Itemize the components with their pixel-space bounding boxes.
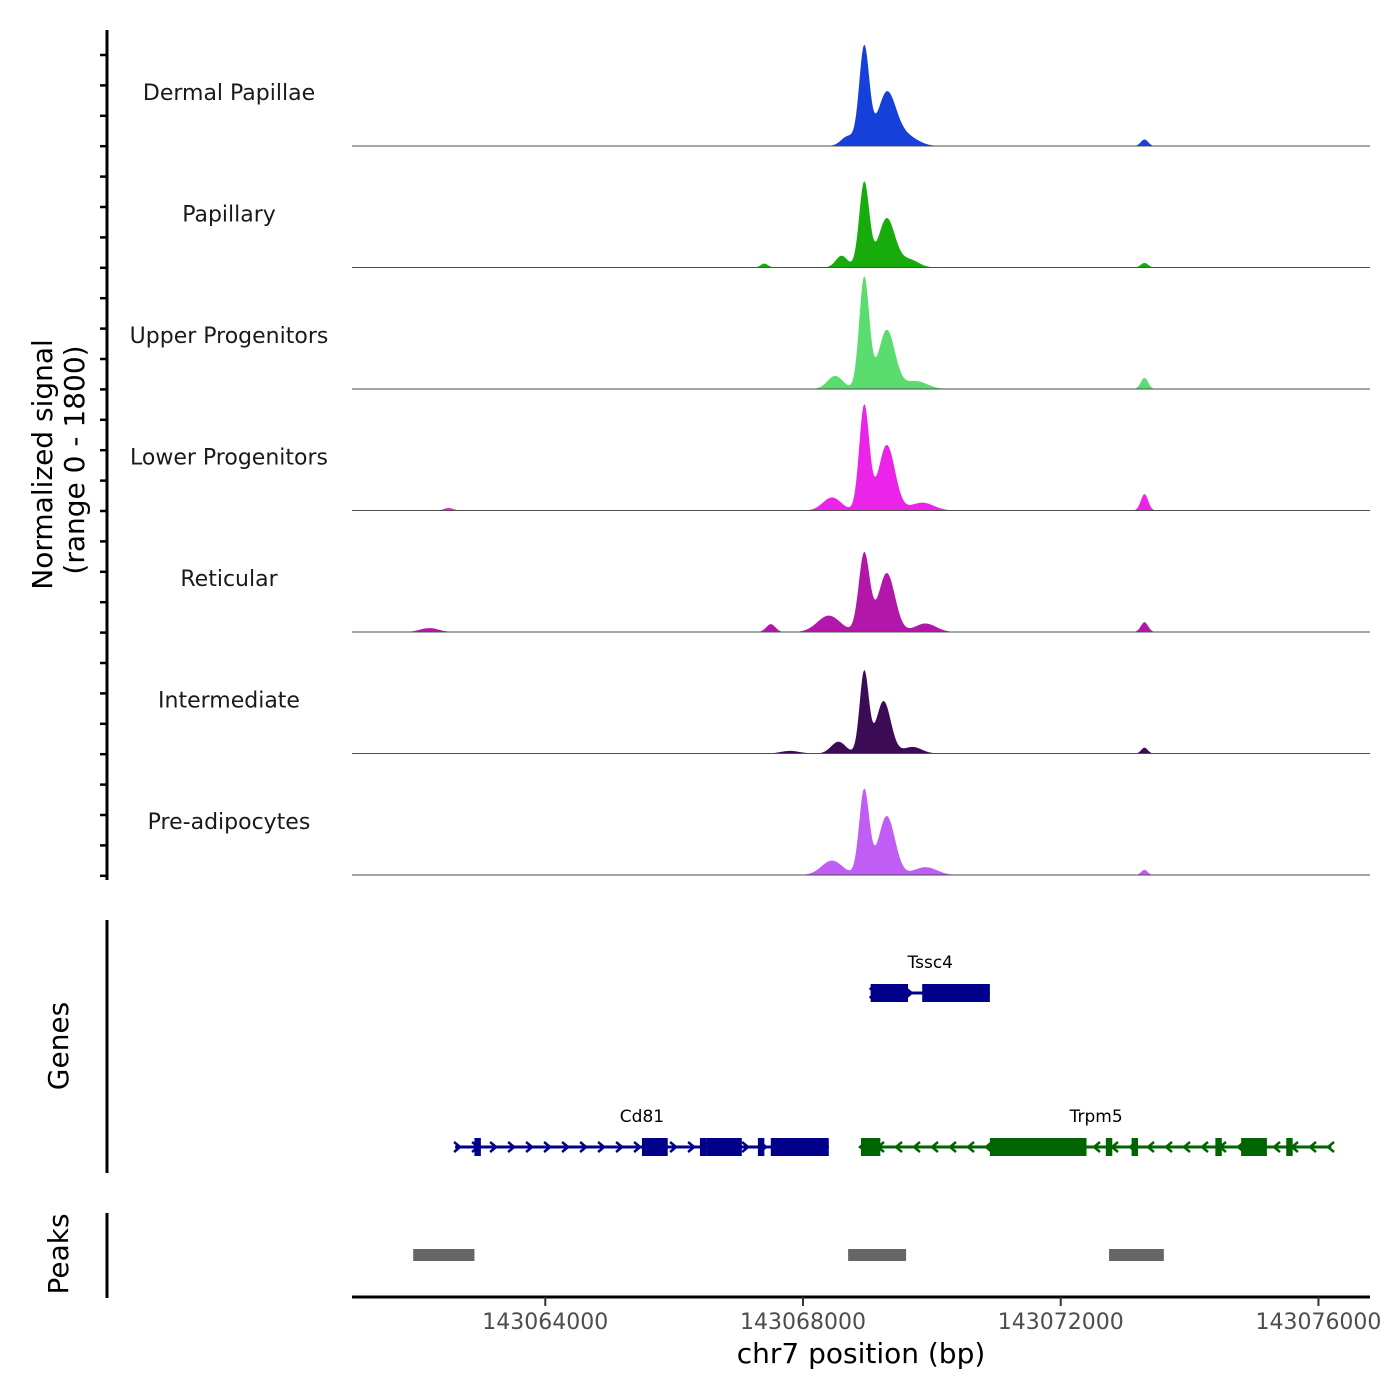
x-tick-label-2: 143072000	[998, 1310, 1124, 1335]
peak-0	[413, 1249, 475, 1261]
x-tick-label-0: 143064000	[482, 1310, 608, 1335]
exon-cd81-5	[770, 1138, 829, 1156]
x-tick-label-3: 143076000	[1255, 1310, 1381, 1335]
strand-arrow	[561, 1141, 571, 1153]
coverage-area-pre-adipocytes	[352, 788, 1370, 875]
strand-arrow	[1200, 1141, 1209, 1153]
coverage-area-upper-progenitors	[352, 276, 1370, 389]
gene-trpm5: Trpm5	[858, 1107, 1335, 1156]
strand-arrow	[669, 1141, 679, 1153]
exon-trpm5-0	[861, 1138, 881, 1156]
track-label-dermal-papillae: Dermal Papillae	[143, 81, 315, 106]
track-dermal-papillae: Dermal Papillae	[143, 44, 1370, 147]
gene-tssc4: Tssc4	[868, 953, 990, 1002]
x-axis: 143064000 143068000 143072000 143076000	[482, 1297, 1381, 1335]
exon-tssc4-1	[922, 984, 990, 1002]
exon-cd81-0	[474, 1138, 481, 1156]
strand-arrow	[579, 1141, 589, 1153]
x-tick-label-1: 143068000	[740, 1310, 866, 1335]
strand-arrow	[1092, 1141, 1101, 1153]
strand-arrow	[1182, 1141, 1191, 1153]
track-upper-progenitors: Upper Progenitors	[130, 276, 1370, 390]
strand-arrow	[543, 1141, 553, 1153]
gene-label-trpm5: Trpm5	[1069, 1107, 1123, 1127]
strand-arrow	[507, 1141, 517, 1153]
strand-arrow	[1326, 1141, 1335, 1153]
gene-cd81: Cd81	[453, 1107, 829, 1156]
strand-arrow	[1146, 1141, 1155, 1153]
exon-tssc4-0	[870, 984, 909, 1002]
coverage-area-papillary	[352, 181, 1370, 268]
coverage-area-lower-progenitors	[352, 404, 1370, 511]
genes-panel-title: Genes	[42, 1002, 75, 1090]
y-axis-title-line2: (range 0 - 1800)	[58, 345, 91, 574]
track-label-pre-adipocytes: Pre-adipocytes	[148, 810, 311, 835]
strand-arrow	[633, 1141, 643, 1153]
track-reticular: Reticular	[180, 552, 1370, 633]
gene-label-cd81: Cd81	[620, 1107, 664, 1127]
track-label-reticular: Reticular	[180, 567, 278, 592]
gene-label-tssc4: Tssc4	[907, 953, 953, 973]
signal-y-axis	[100, 30, 109, 880]
track-label-upper-progenitors: Upper Progenitors	[130, 324, 329, 349]
track-intermediate: Intermediate	[158, 670, 1370, 754]
strand-arrow	[930, 1141, 939, 1153]
coverage-tracks: Dermal Papillae Papillary Upper Progenitor…	[130, 44, 1370, 876]
strand-arrow	[966, 1141, 975, 1153]
exon-cd81-1	[641, 1138, 668, 1156]
track-papillary: Papillary	[182, 181, 1370, 268]
strand-arrow	[489, 1141, 499, 1153]
strand-arrow	[453, 1141, 463, 1153]
peaks-panel	[413, 1249, 1164, 1261]
strand-arrow	[894, 1141, 903, 1153]
strand-arrow	[912, 1141, 921, 1153]
exon-trpm5-2	[1105, 1138, 1113, 1156]
exon-cd81-2	[699, 1138, 707, 1156]
strand-arrow	[687, 1141, 697, 1153]
coverage-area-reticular	[352, 552, 1370, 632]
exon-cd81-4	[757, 1138, 765, 1156]
strand-arrow	[1164, 1141, 1173, 1153]
exon-trpm5-1	[989, 1138, 1087, 1156]
strand-arrow	[615, 1141, 625, 1153]
exon-cd81-3	[706, 1138, 742, 1156]
strand-arrow	[597, 1141, 607, 1153]
y-axis-title-line1: Normalized signal	[26, 339, 59, 590]
exon-trpm5-4	[1215, 1138, 1222, 1156]
strand-arrow	[741, 1141, 751, 1153]
y-axis-title: Normalized signal (range 0 - 1800)	[26, 330, 91, 589]
exon-trpm5-6	[1286, 1138, 1293, 1156]
track-pre-adipocytes: Pre-adipocytes	[148, 788, 1370, 876]
genes-panel: Tssc4 Cd81 Trpm5	[453, 953, 1335, 1156]
exon-trpm5-5	[1241, 1138, 1267, 1156]
coverage-area-dermal-papillae	[352, 44, 1370, 146]
strand-arrow	[1272, 1141, 1281, 1153]
track-label-papillary: Papillary	[182, 203, 276, 228]
signal-y-axis-ticks	[100, 53, 107, 878]
exon-trpm5-3	[1131, 1138, 1139, 1156]
peak-2	[1109, 1249, 1164, 1261]
strand-arrow	[525, 1141, 535, 1153]
strand-arrow	[1308, 1141, 1317, 1153]
x-axis-title: chr7 position (bp)	[737, 1337, 986, 1370]
coverage-area-intermediate	[352, 670, 1370, 754]
peak-1	[848, 1249, 907, 1261]
strand-arrow	[948, 1141, 957, 1153]
track-label-intermediate: Intermediate	[158, 689, 300, 714]
peaks-panel-title: Peaks	[42, 1213, 75, 1294]
track-lower-progenitors: Lower Progenitors	[130, 404, 1370, 511]
track-label-lower-progenitors: Lower Progenitors	[130, 446, 328, 471]
